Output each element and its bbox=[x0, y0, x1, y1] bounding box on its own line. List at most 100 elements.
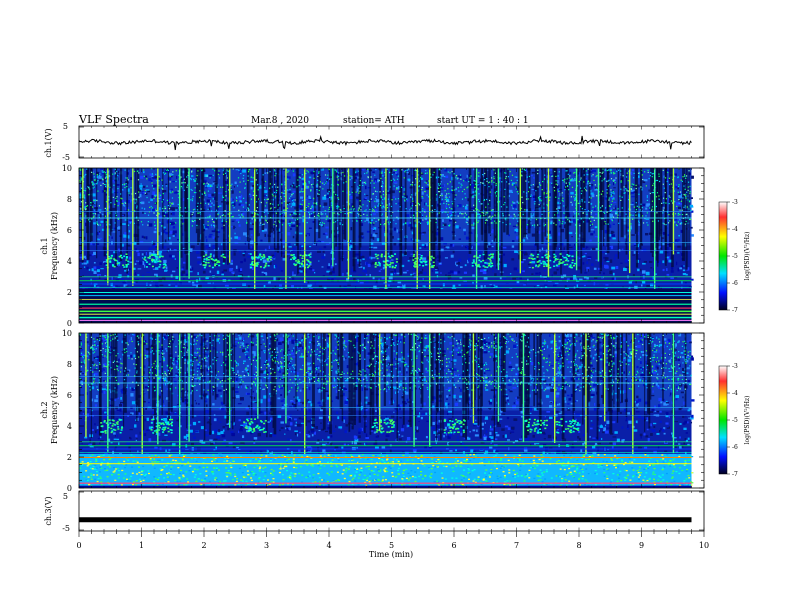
spectrogram-cell bbox=[289, 220, 290, 222]
spectrogram-speckle bbox=[588, 210, 589, 211]
spectrogram-cell bbox=[612, 237, 615, 239]
spectrogram-cell bbox=[461, 183, 462, 185]
spectrogram-speckle bbox=[408, 168, 409, 169]
spectrogram-speckle bbox=[503, 215, 504, 216]
spectrogram-speckle bbox=[562, 180, 563, 181]
spectrogram-cell bbox=[571, 236, 573, 237]
spectrogram-speckle bbox=[243, 178, 244, 179]
spectrogram-speckle bbox=[667, 172, 668, 173]
spectrogram-speckle bbox=[485, 212, 486, 213]
spectrogram-speckle bbox=[504, 189, 505, 190]
spectrogram-patch-cell bbox=[203, 258, 205, 260]
spectrogram-cell bbox=[678, 207, 681, 209]
spectrogram-speckle bbox=[468, 181, 469, 182]
spectrogram-speckle bbox=[595, 206, 596, 207]
spectrogram-cell bbox=[367, 257, 369, 259]
spectrogram-speckle bbox=[643, 222, 644, 223]
spectrogram-patch-cell bbox=[212, 267, 214, 269]
spectrogram-speckle bbox=[554, 187, 555, 188]
spectrogram-speckle bbox=[563, 205, 564, 206]
spectrogram-cell bbox=[503, 254, 505, 256]
spectrogram-cell bbox=[79, 257, 82, 259]
spectrogram-cell bbox=[390, 271, 393, 272]
spectrogram-speckle bbox=[116, 200, 117, 201]
spectrogram-speckle bbox=[100, 224, 101, 225]
spectrogram-speckle bbox=[241, 214, 242, 215]
spectrogram-speckle bbox=[618, 170, 619, 171]
spectrogram-patch-cell bbox=[265, 263, 267, 265]
spectrogram-speckle bbox=[227, 185, 228, 186]
spectrogram-speckle bbox=[362, 185, 363, 186]
spectrogram-speckle bbox=[200, 203, 201, 204]
spectrogram-speckle bbox=[93, 200, 94, 201]
spectrogram-speckle bbox=[291, 222, 292, 223]
spectrogram-cell bbox=[262, 230, 264, 232]
spectrogram-speckle bbox=[193, 209, 194, 210]
spectrogram-speckle bbox=[252, 218, 253, 219]
spectrogram-cell bbox=[649, 261, 652, 263]
spectrogram-patch-cell bbox=[488, 254, 490, 256]
spectrogram-speckle bbox=[97, 180, 98, 181]
spectrogram-speckle bbox=[281, 184, 282, 185]
spectrogram-speckle bbox=[536, 219, 537, 220]
spectrogram-speckle bbox=[571, 196, 572, 197]
spectrogram-speckle bbox=[353, 208, 354, 209]
spectrogram-speckle bbox=[574, 178, 575, 179]
spectrogram-speckle bbox=[434, 172, 435, 173]
spectrogram-cell bbox=[614, 257, 615, 259]
spectrogram-speckle bbox=[422, 219, 423, 220]
spectrogram-speckle bbox=[438, 183, 439, 184]
spectrogram-cell bbox=[356, 280, 358, 283]
spectrogram-cell bbox=[583, 262, 585, 264]
spectrogram-speckle bbox=[175, 187, 176, 188]
spectrogram-cell bbox=[685, 274, 687, 276]
spectrogram-speckle bbox=[657, 180, 658, 181]
spectrogram-cell bbox=[93, 266, 96, 269]
spectrogram-speckle bbox=[445, 190, 446, 191]
spectrogram-cell bbox=[453, 285, 456, 288]
spectrogram-speckle bbox=[591, 175, 592, 176]
spectrogram-speckle bbox=[551, 222, 552, 223]
spectrogram-cell bbox=[511, 258, 514, 260]
spectrogram-cell bbox=[667, 274, 670, 276]
spectrogram-cell bbox=[613, 273, 615, 276]
spectrogram-speckle bbox=[404, 177, 405, 178]
spectrogram-cell bbox=[623, 268, 627, 271]
spectrogram-speckle bbox=[125, 177, 126, 178]
spectrogram-speckle bbox=[684, 194, 685, 195]
spectrogram-speckle bbox=[134, 223, 135, 224]
spectrogram-speckle bbox=[217, 187, 218, 188]
spectrogram-speckle bbox=[149, 207, 150, 208]
spectrogram-patch-cell bbox=[308, 265, 310, 267]
spectrogram-cell bbox=[396, 171, 398, 172]
spectrogram-cell bbox=[207, 199, 210, 202]
spectrogram-speckle bbox=[559, 208, 560, 209]
spectrogram-speckle bbox=[524, 169, 525, 170]
spectrogram-speckle bbox=[308, 181, 309, 182]
spectrogram-speckle bbox=[657, 192, 658, 193]
spectrogram-speckle bbox=[109, 224, 110, 225]
spectrogram-dark-streak bbox=[439, 168, 441, 263]
spectrogram-speckle bbox=[380, 195, 381, 196]
spectrogram-speckle bbox=[156, 215, 157, 216]
spectrogram-speckle bbox=[682, 181, 683, 182]
spectrogram-speckle bbox=[495, 185, 496, 186]
spectrogram-cell bbox=[165, 239, 167, 242]
spectrogram-speckle bbox=[127, 177, 128, 178]
spectrogram-cell bbox=[236, 169, 239, 170]
spectrogram-cell bbox=[495, 286, 497, 288]
spectrogram-speckle bbox=[496, 191, 497, 192]
spectrogram-speckle bbox=[143, 169, 144, 170]
spectrogram-speckle bbox=[317, 176, 318, 177]
spectrogram-speckle bbox=[574, 198, 575, 199]
spectrogram-speckle bbox=[81, 201, 82, 202]
spectrogram-speckle bbox=[638, 173, 639, 174]
spectrogram-speckle bbox=[200, 212, 201, 213]
spectrogram-dark-streak bbox=[469, 168, 472, 254]
spectrogram-speckle bbox=[392, 199, 393, 200]
spectrogram-speckle bbox=[493, 176, 494, 177]
spectrogram-speckle bbox=[94, 186, 95, 187]
spectrogram-speckle bbox=[319, 194, 320, 195]
spectrogram-cell bbox=[375, 180, 377, 183]
spectrogram-speckle bbox=[556, 224, 557, 225]
